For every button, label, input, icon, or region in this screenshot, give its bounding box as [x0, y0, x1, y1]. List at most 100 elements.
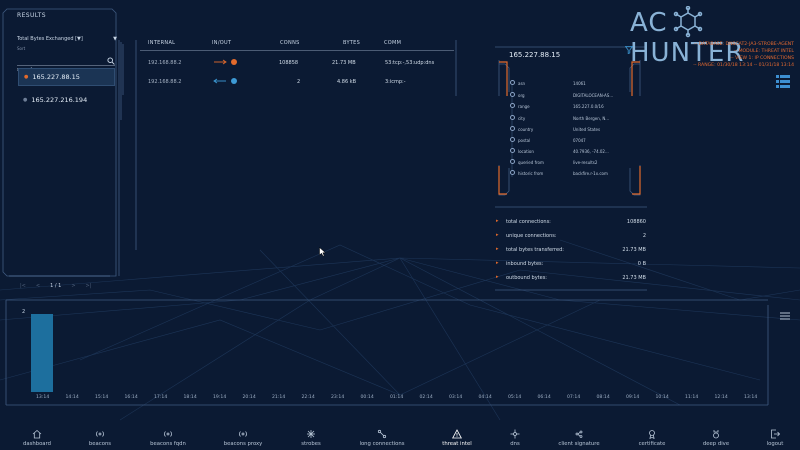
nav-beacons[interactable]: beacons: [85, 425, 115, 450]
col-inout[interactable]: IN/OUT: [212, 40, 232, 46]
histogram-tick-label: 14:14: [65, 395, 79, 400]
histogram-tick-label: 23:14: [331, 395, 345, 400]
histogram-tick-label: 21:14: [272, 395, 286, 400]
sort-dropdown[interactable]: Total Bytes Exchanged [▼] ▼: [17, 36, 117, 42]
stat-value: 2: [642, 233, 646, 239]
logout-icon: [771, 429, 780, 439]
cell-comm: 53:tcp:-,53:udp:dns: [385, 60, 435, 66]
histogram-tick-label: 12:14: [714, 395, 728, 400]
histogram-tick-label: 01:14: [390, 395, 404, 400]
detail-ip-title: 165.227.88.15: [509, 51, 561, 59]
stat-label: total connections:: [506, 219, 551, 225]
nav-threat-intel[interactable]: threat intel: [440, 425, 474, 450]
context-info: -- DATABASE: DNSCAT2-JA3-STROBE-AGENT --…: [693, 41, 794, 69]
meta-view: -- VIEW 1: IP CONNECTIONS: [730, 56, 794, 61]
inbound-arrow-icon: [213, 78, 237, 84]
results-panel: RESULTS Total Bytes Exchanged [▼] ▼ Sort…: [7, 8, 117, 278]
col-bytes[interactable]: BYTES: [343, 40, 361, 46]
stat-label: total bytes transferred:: [506, 247, 564, 253]
result-item-2[interactable]: ● 165.227.216.194: [18, 91, 115, 109]
logo-text-left: AC: [630, 8, 668, 38]
histogram-tick-label: 19:14: [213, 395, 227, 400]
field-label: location: [518, 149, 534, 154]
deep-dive-icon: [713, 430, 719, 439]
field-value: live-results2: [573, 160, 598, 165]
nav-label: dashboard: [22, 441, 52, 447]
first-page-button[interactable]: |<: [20, 283, 26, 289]
nav-label: beacons fqdn: [150, 441, 186, 447]
nav-beacons-fqdn[interactable]: beacons fqdn: [146, 425, 190, 450]
cell-internal: 192.168.88.2: [148, 79, 182, 85]
result-item-1[interactable]: ● 165.227.88.15: [18, 68, 115, 86]
nav-certificate[interactable]: certificate: [635, 425, 669, 450]
nav-label: logout: [766, 441, 784, 447]
col-conns[interactable]: CONNS: [280, 40, 300, 46]
beacon-proxy-icon: [239, 431, 247, 437]
field-label: range: [518, 104, 530, 109]
nav-label: dns: [510, 441, 520, 447]
field-label: queried from: [518, 160, 544, 165]
histogram-max-label: 2: [22, 309, 26, 315]
nav-label: strobes: [301, 441, 321, 447]
signature-icon: [575, 430, 583, 438]
nav-dns[interactable]: dns: [505, 425, 525, 450]
meta-database: -- DATABASE: DNSCAT2-JA3-STROBE-AGENT: [693, 42, 794, 47]
page-indicator: 1 / 1: [50, 283, 62, 289]
stat-value: 21.73 MB: [622, 275, 646, 281]
field-value: DIGITALOCEAN-AS...: [573, 93, 614, 98]
stat-value: 21.73 MB: [622, 247, 646, 253]
field-value: 07047: [573, 138, 586, 143]
field-label: historic from: [518, 171, 544, 176]
home-icon: [32, 429, 42, 439]
histogram-tick-label: 04:14: [478, 395, 492, 400]
field-dot: [510, 103, 515, 108]
histogram-tick-label: 13:14: [36, 395, 50, 400]
stat-label: outbound bytes:: [506, 275, 547, 281]
search-icon[interactable]: [107, 57, 115, 65]
nav-client-signature[interactable]: client signature: [556, 425, 602, 450]
nav-logout[interactable]: logout: [762, 425, 788, 450]
nav-long-connections[interactable]: long connections: [356, 425, 408, 450]
arrow-right-icon: ▸: [496, 246, 499, 252]
histogram-tick-label: 06:14: [537, 395, 551, 400]
field-dot: [510, 80, 515, 85]
field-label: postal: [518, 138, 531, 143]
nav-label: beacons proxy: [223, 441, 263, 447]
nav-strobes[interactable]: strobes: [296, 425, 326, 450]
menu-icon[interactable]: [780, 312, 790, 320]
certificate-icon: [649, 430, 655, 439]
histogram-tick-label: 13:14: [744, 395, 758, 400]
histogram-tick-label: 09:14: [626, 395, 640, 400]
beacon-icon: [96, 431, 104, 437]
strobe-icon: [307, 430, 315, 438]
stat-value: 0 B: [637, 261, 646, 267]
result-ip: 165.227.216.194: [31, 96, 88, 104]
dns-icon: [510, 429, 520, 439]
stat-label: unique connections:: [506, 233, 557, 239]
cell-comm: 3:icmp:-: [385, 79, 406, 85]
next-page-button[interactable]: >: [71, 283, 76, 289]
arrow-right-icon: ▸: [496, 274, 499, 280]
search-box: [17, 56, 115, 75]
field-dot: [510, 137, 515, 142]
histogram-bar[interactable]: [31, 314, 53, 392]
field-value: North Bergen, N...: [573, 116, 610, 121]
filter-icon[interactable]: [625, 46, 633, 54]
histogram-tick-label: 08:14: [596, 395, 610, 400]
nav-beacons-proxy[interactable]: beacons proxy: [221, 425, 265, 450]
mouse-cursor-icon: [319, 247, 327, 257]
last-page-button[interactable]: >|: [85, 283, 92, 289]
field-value: 14061: [573, 81, 586, 86]
field-value: 40.7936, -74.02...: [573, 149, 609, 154]
nav-deep-dive[interactable]: deep dive: [700, 425, 732, 450]
field-dot: [510, 148, 515, 153]
col-internal[interactable]: INTERNAL: [148, 40, 176, 46]
nav-dashboard[interactable]: dashboard: [20, 425, 54, 450]
arrow-right-icon: ▸: [496, 232, 499, 238]
prev-page-button[interactable]: <: [35, 283, 41, 289]
stat-label: inbound bytes:: [506, 261, 544, 267]
list-view-icon[interactable]: [776, 75, 790, 89]
col-comm[interactable]: COMM: [384, 40, 402, 46]
histogram-tick-label: 20:14: [242, 395, 256, 400]
